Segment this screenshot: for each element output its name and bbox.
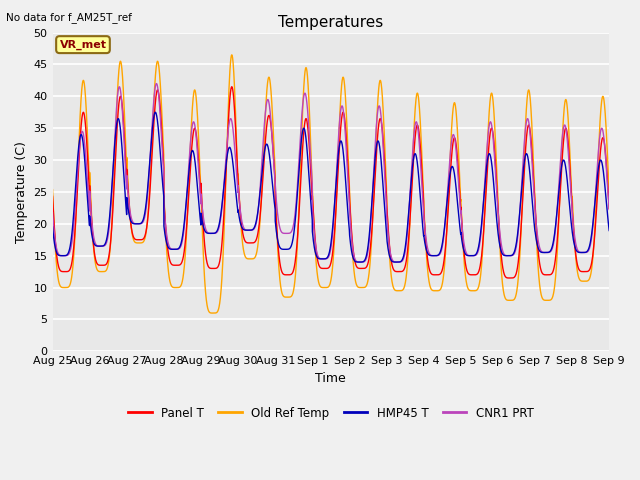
HMP45 T — [148, 124, 156, 130]
Old Ref Temp — [148, 126, 156, 132]
Old Ref Temp — [209, 310, 217, 316]
Panel T — [605, 205, 613, 211]
Line: HMP45 T: HMP45 T — [52, 112, 609, 262]
Panel T — [488, 126, 495, 132]
CNR1 PRT — [49, 210, 56, 216]
Old Ref Temp — [605, 191, 613, 197]
Old Ref Temp — [605, 180, 612, 185]
CNR1 PRT — [456, 198, 463, 204]
CNR1 PRT — [148, 115, 156, 120]
Panel T — [506, 275, 514, 281]
Line: Old Ref Temp: Old Ref Temp — [52, 55, 609, 313]
Legend: Panel T, Old Ref Temp, HMP45 T, CNR1 PRT: Panel T, Old Ref Temp, HMP45 T, CNR1 PRT — [124, 402, 538, 424]
Panel T — [425, 264, 433, 270]
Old Ref Temp — [228, 52, 236, 58]
Old Ref Temp — [488, 90, 495, 96]
X-axis label: Time: Time — [316, 372, 346, 385]
CNR1 PRT — [605, 206, 613, 212]
Panel T — [310, 223, 318, 229]
CNR1 PRT — [310, 229, 318, 235]
CNR1 PRT — [605, 200, 612, 205]
HMP45 T — [425, 252, 433, 258]
Old Ref Temp — [310, 230, 318, 236]
HMP45 T — [488, 158, 495, 164]
CNR1 PRT — [152, 81, 160, 86]
CNR1 PRT — [356, 259, 364, 265]
HMP45 T — [49, 224, 56, 230]
CNR1 PRT — [425, 250, 433, 256]
Text: VR_met: VR_met — [60, 39, 106, 50]
HMP45 T — [605, 223, 612, 229]
HMP45 T — [456, 224, 463, 229]
Old Ref Temp — [425, 278, 433, 284]
Panel T — [605, 197, 612, 203]
HMP45 T — [152, 109, 159, 115]
Y-axis label: Temperature (C): Temperature (C) — [15, 141, 28, 243]
Panel T — [49, 193, 56, 199]
HMP45 T — [310, 244, 318, 250]
Text: No data for f_AM25T_ref: No data for f_AM25T_ref — [6, 12, 132, 23]
Panel T — [228, 84, 236, 90]
Panel T — [148, 143, 156, 148]
Panel T — [456, 190, 463, 195]
Old Ref Temp — [49, 187, 56, 192]
Old Ref Temp — [456, 178, 463, 183]
Title: Temperatures: Temperatures — [278, 15, 383, 30]
Line: CNR1 PRT: CNR1 PRT — [52, 84, 609, 262]
HMP45 T — [605, 228, 613, 233]
Line: Panel T: Panel T — [52, 87, 609, 278]
HMP45 T — [393, 259, 401, 265]
CNR1 PRT — [488, 121, 495, 127]
